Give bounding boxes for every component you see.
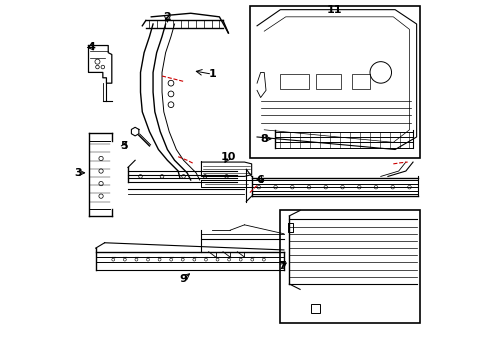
Text: 4: 4 [87,42,95,52]
Bar [316,74,341,89]
Bar [280,211,419,323]
Text: 5: 5 [121,141,128,151]
Text: 11: 11 [325,5,341,15]
Text: 7: 7 [278,261,285,271]
Text: 8: 8 [260,134,267,144]
Bar [351,74,369,89]
Text: 1: 1 [208,69,216,79]
Bar [280,74,308,89]
Text: 9: 9 [179,274,187,284]
Bar [310,304,319,313]
Text: 3: 3 [74,168,81,178]
Text: 10: 10 [220,152,236,162]
Text: 2: 2 [163,12,171,22]
Bar [249,6,419,158]
Polygon shape [201,180,251,187]
Text: 6: 6 [256,175,264,185]
